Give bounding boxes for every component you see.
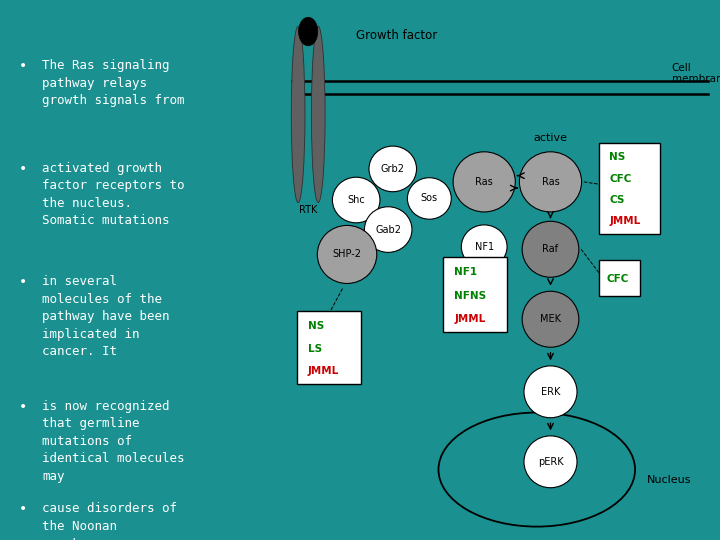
- Ellipse shape: [519, 152, 582, 212]
- Text: NFNS: NFNS: [454, 291, 487, 301]
- Text: •: •: [19, 400, 27, 414]
- Text: pERK: pERK: [538, 457, 563, 467]
- Ellipse shape: [311, 26, 325, 203]
- Text: JMML: JMML: [454, 314, 485, 324]
- Text: NS: NS: [308, 321, 324, 332]
- Ellipse shape: [369, 146, 417, 192]
- Text: Cell
membrane: Cell membrane: [672, 63, 720, 84]
- Text: in several
molecules of the
pathway have been
implicated in
cancer. It: in several molecules of the pathway have…: [42, 275, 169, 359]
- Text: Growth factor: Growth factor: [356, 29, 438, 42]
- Text: •: •: [19, 162, 27, 176]
- Text: is now recognized
that germline
mutations of
identical molecules
may: is now recognized that germline mutation…: [42, 400, 184, 483]
- Text: activated growth
factor receptors to
the nucleus.
Somatic mutations: activated growth factor receptors to the…: [42, 162, 184, 227]
- Text: NF1: NF1: [474, 242, 494, 252]
- FancyBboxPatch shape: [443, 257, 507, 332]
- Ellipse shape: [462, 225, 507, 268]
- Ellipse shape: [318, 225, 377, 284]
- FancyBboxPatch shape: [598, 143, 660, 234]
- Text: The Ras signaling
pathway relays
growth signals from: The Ras signaling pathway relays growth …: [42, 59, 184, 107]
- Text: •: •: [19, 275, 27, 289]
- Text: ERK: ERK: [541, 387, 560, 397]
- Text: NS: NS: [609, 152, 626, 163]
- Ellipse shape: [522, 291, 579, 347]
- Text: cause disorders of
the Noonan
spectrum.: cause disorders of the Noonan spectrum.: [42, 502, 177, 540]
- Text: Nucleus: Nucleus: [647, 475, 691, 485]
- FancyBboxPatch shape: [598, 260, 639, 296]
- Text: SHP-2: SHP-2: [333, 249, 361, 259]
- Text: Shc: Shc: [347, 195, 365, 205]
- Text: NF1: NF1: [454, 267, 477, 278]
- Text: active: active: [534, 133, 567, 143]
- Ellipse shape: [364, 207, 412, 252]
- Ellipse shape: [524, 436, 577, 488]
- Text: CFC: CFC: [606, 274, 629, 285]
- FancyBboxPatch shape: [297, 312, 361, 384]
- Text: RTK: RTK: [299, 205, 318, 215]
- Text: CS: CS: [609, 195, 625, 205]
- Ellipse shape: [333, 177, 380, 223]
- Text: MEK: MEK: [540, 314, 561, 324]
- Ellipse shape: [453, 152, 516, 212]
- Text: LS: LS: [308, 344, 322, 354]
- Text: Ras: Ras: [475, 177, 493, 187]
- Text: Sos: Sos: [420, 193, 438, 204]
- Text: Ras: Ras: [541, 177, 559, 187]
- Text: CFC: CFC: [609, 174, 631, 184]
- Text: Grb2: Grb2: [381, 164, 405, 174]
- Ellipse shape: [292, 26, 305, 203]
- Text: Gab2: Gab2: [375, 225, 401, 234]
- Text: JMML: JMML: [308, 366, 339, 376]
- Ellipse shape: [522, 221, 579, 277]
- Ellipse shape: [299, 17, 318, 46]
- Text: •: •: [19, 502, 27, 516]
- Text: •: •: [19, 59, 27, 73]
- Text: Raf: Raf: [542, 244, 559, 254]
- Ellipse shape: [524, 366, 577, 418]
- Ellipse shape: [408, 178, 451, 219]
- Text: JMML: JMML: [609, 217, 641, 226]
